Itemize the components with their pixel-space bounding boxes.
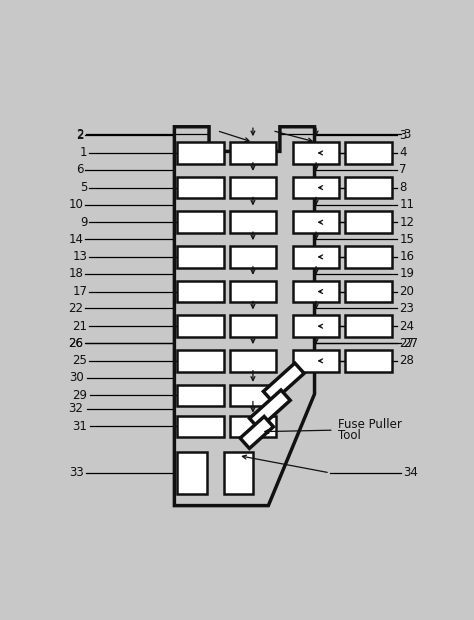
Text: 26: 26 [69, 337, 83, 350]
Text: 13: 13 [73, 250, 87, 264]
Text: 10: 10 [69, 198, 83, 211]
Bar [177, 452, 207, 494]
Text: 5: 5 [80, 181, 87, 194]
Text: 33: 33 [69, 466, 83, 479]
Text: 31: 31 [73, 420, 87, 433]
Text: 26: 26 [69, 337, 83, 350]
Text: 3: 3 [399, 129, 407, 142]
Bar [230, 350, 276, 371]
Bar [177, 177, 224, 198]
Text: 25: 25 [73, 355, 87, 367]
Bar [177, 384, 224, 406]
Text: Fuse Puller: Fuse Puller [337, 418, 401, 432]
Text: Tool: Tool [337, 429, 361, 442]
Text: 2: 2 [76, 128, 83, 141]
Bar [346, 316, 392, 337]
Bar [224, 452, 253, 494]
Text: 3: 3 [403, 128, 410, 141]
Bar [177, 350, 224, 371]
Text: 22: 22 [69, 302, 83, 315]
Text: 27: 27 [399, 337, 414, 350]
Text: 20: 20 [399, 285, 414, 298]
Text: 32: 32 [69, 402, 83, 415]
Text: 23: 23 [399, 302, 414, 315]
Bar [346, 211, 392, 233]
Bar [177, 142, 224, 164]
Bar [346, 177, 392, 198]
Bar [230, 142, 276, 164]
Bar [293, 281, 339, 303]
Text: 30: 30 [69, 371, 83, 384]
Bar [249, 390, 290, 428]
Text: 18: 18 [69, 267, 83, 280]
Bar [346, 142, 392, 164]
Bar [230, 211, 276, 233]
Bar [293, 246, 339, 268]
Bar [293, 316, 339, 337]
Bar [293, 142, 339, 164]
Text: 24: 24 [399, 320, 414, 333]
Bar [177, 281, 224, 303]
Text: 8: 8 [399, 181, 407, 194]
Text: 27: 27 [403, 337, 418, 350]
Text: 9: 9 [80, 216, 87, 229]
Bar [230, 177, 276, 198]
Text: 15: 15 [399, 232, 414, 246]
Text: 2: 2 [76, 129, 83, 142]
Bar [230, 415, 276, 437]
Bar [177, 246, 224, 268]
Bar [346, 350, 392, 371]
Text: 34: 34 [403, 466, 418, 479]
Bar [264, 363, 304, 402]
Text: 19: 19 [399, 267, 414, 280]
Text: 7: 7 [399, 164, 407, 176]
Bar [177, 211, 224, 233]
Bar [230, 316, 276, 337]
Bar [177, 415, 224, 437]
Text: 29: 29 [73, 389, 87, 402]
Text: 1: 1 [80, 146, 87, 159]
Text: 6: 6 [76, 164, 83, 176]
Bar [293, 350, 339, 371]
Bar [230, 246, 276, 268]
Text: 28: 28 [399, 355, 414, 367]
Bar [240, 417, 273, 448]
Text: 11: 11 [399, 198, 414, 211]
Text: 4: 4 [399, 146, 407, 159]
Text: 17: 17 [73, 285, 87, 298]
Bar [230, 384, 276, 406]
Text: 16: 16 [399, 250, 414, 264]
Text: 12: 12 [399, 216, 414, 229]
Bar [293, 177, 339, 198]
Bar [177, 316, 224, 337]
Text: 21: 21 [73, 320, 87, 333]
Bar [230, 281, 276, 303]
Bar [346, 281, 392, 303]
Bar [346, 246, 392, 268]
Text: 14: 14 [69, 232, 83, 246]
Bar [293, 211, 339, 233]
